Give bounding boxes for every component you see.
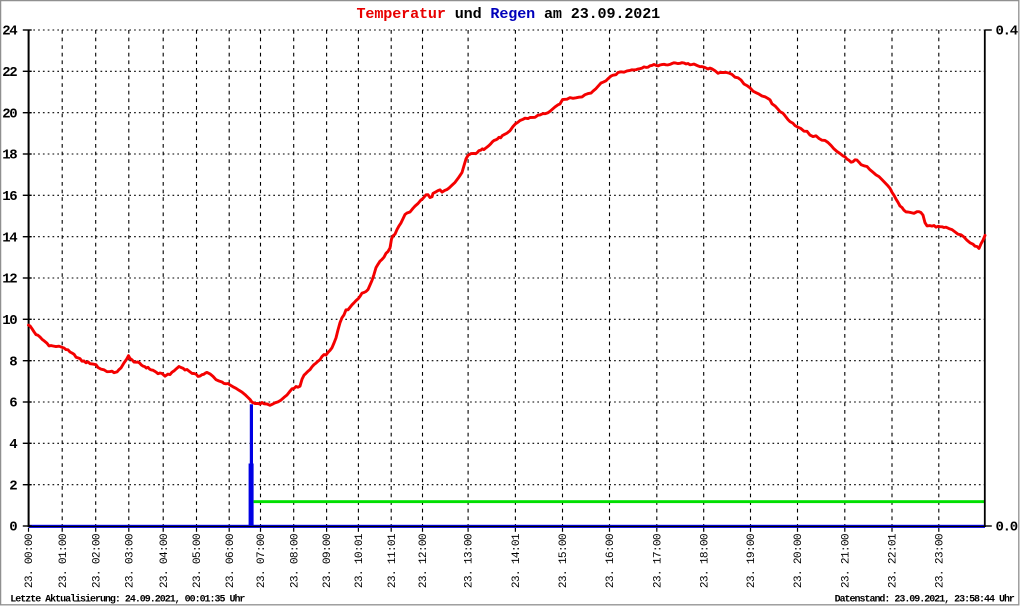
svg-text:23. 14:01: 23. 14:01 [511,533,523,588]
svg-text:23. 09:00: 23. 09:00 [322,533,334,588]
svg-text:23. 00:00: 23. 00:00 [24,533,36,588]
svg-text:23. 10:01: 23. 10:01 [354,533,366,588]
svg-text:8: 8 [9,354,17,370]
svg-text:23. 21:00: 23. 21:00 [840,533,852,588]
svg-text:24: 24 [2,24,17,40]
svg-text:23. 11:01: 23. 11:01 [387,533,399,588]
svg-text:23. 07:00: 23. 07:00 [256,533,268,588]
svg-text:12: 12 [2,272,17,288]
svg-text:0: 0 [9,520,17,536]
svg-text:23. 01:00: 23. 01:00 [58,533,70,588]
svg-text:Letzte Aktualisierung: 24.09.2: Letzte Aktualisierung: 24.09.2021, 00:01… [10,594,245,606]
svg-text:4: 4 [9,437,17,453]
svg-text:14: 14 [2,230,17,246]
svg-text:Datenstand: 23.09.2021, 23:58:: Datenstand: 23.09.2021, 23:58:44 Uhr [835,594,1015,606]
svg-text:18: 18 [2,148,17,164]
svg-text:22: 22 [2,65,17,81]
svg-text:23. 17:00: 23. 17:00 [652,533,664,588]
svg-text:2: 2 [9,478,17,494]
svg-text:23. 02:00: 23. 02:00 [91,533,103,588]
svg-text:23. 05:00: 23. 05:00 [192,533,204,588]
svg-text:23. 19:00: 23. 19:00 [746,533,758,588]
svg-text:23. 22:01: 23. 22:01 [888,533,900,588]
svg-text:6: 6 [9,396,17,412]
svg-text:23. 18:00: 23. 18:00 [699,533,711,588]
svg-text:23. 03:00: 23. 03:00 [124,533,136,588]
svg-text:16: 16 [2,189,17,205]
svg-text:20: 20 [2,106,17,122]
svg-text:23. 12:00: 23. 12:00 [418,533,430,588]
svg-text:23. 13:00: 23. 13:00 [464,533,476,588]
svg-text:23. 23:00: 23. 23:00 [934,533,946,588]
svg-text:23. 20:00: 23. 20:00 [793,533,805,588]
svg-text:0.0: 0.0 [996,520,1018,536]
svg-text:23. 06:00: 23. 06:00 [225,533,237,588]
svg-text:23. 16:00: 23. 16:00 [605,533,617,588]
svg-text:23. 04:00: 23. 04:00 [159,533,171,588]
svg-text:Temperatur und Regen am 23.09.: Temperatur und Regen am 23.09.2021 [357,5,661,23]
svg-text:23. 08:00: 23. 08:00 [289,533,301,588]
svg-text:0.4: 0.4 [996,24,1018,40]
svg-text:23. 15:00: 23. 15:00 [558,533,570,588]
svg-text:10: 10 [2,313,17,329]
